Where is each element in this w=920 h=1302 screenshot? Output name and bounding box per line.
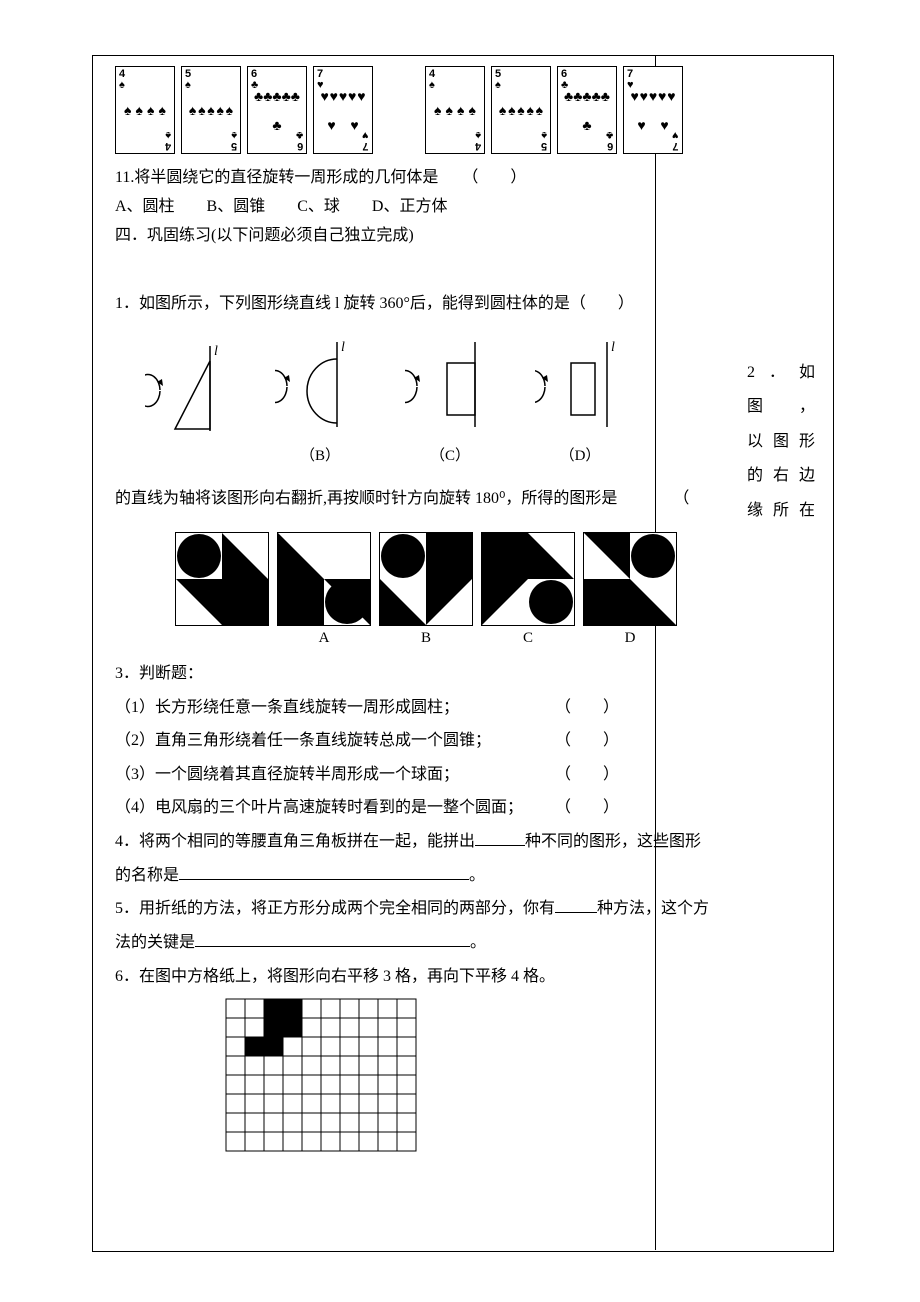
shape-label-b: B: [379, 630, 473, 647]
playing-card: 4♠♠♠♠♠4♠: [115, 66, 175, 154]
q6-text: 6．在图中方格纸上，将图形向右平移 3 格，再向下平移 4 格。: [115, 963, 805, 990]
rot-figure-d: l （D）: [535, 337, 625, 465]
card-gap: [381, 66, 417, 154]
shape-a: A: [277, 532, 371, 647]
rot-svg-d: l: [535, 337, 625, 437]
rot-figure-a: l: [145, 341, 235, 465]
playing-card: 5♠♠♠♠♠♠5♠: [181, 66, 241, 154]
playing-card: 4♠♠♠♠♠4♠: [425, 66, 485, 154]
blank: [179, 863, 469, 880]
shape-d: D: [583, 532, 677, 647]
playing-card: 7♥♥♥♥♥♥♥♥7♥: [313, 66, 373, 154]
blank: [555, 896, 597, 913]
rotation-figures-row: l l （B）: [145, 337, 805, 465]
blank: [475, 829, 525, 846]
card-group-left: 4♠♠♠♠♠4♠5♠♠♠♠♠♠5♠6♣♣♣♣♣♣♣6♣7♥♥♥♥♥♥♥♥7♥: [115, 66, 373, 154]
playing-card: 7♥♥♥♥♥♥♥♥7♥: [623, 66, 683, 154]
q11-options: A、圆柱 B、圆锥 C、球 D、正方体: [115, 193, 805, 220]
cards-row: 4♠♠♠♠♠4♠5♠♠♠♠♠♠5♠6♣♣♣♣♣♣♣6♣7♥♥♥♥♥♥♥♥7♥ 4…: [115, 66, 805, 154]
shape-label-a: A: [277, 630, 371, 647]
rot-label-d: （D）: [535, 444, 625, 465]
rot-svg-b: l: [275, 337, 365, 437]
shape-label-orig: [175, 630, 269, 647]
playing-card: 5♠♠♠♠♠♠5♠: [491, 66, 551, 154]
rot-label-a: [145, 448, 235, 465]
card-group-right: 4♠♠♠♠♠4♠5♠♠♠♠♠♠5♠6♣♣♣♣♣♣♣6♣7♥♥♥♥♥♥♥♥7♥: [425, 66, 683, 154]
shape-original: [175, 532, 269, 647]
q3-item: （2）直角三角形绕着任一条直线旋转总成一个圆锥；（ ）: [115, 724, 805, 758]
grid-figure: [225, 998, 805, 1157]
q11-text: 11.将半圆绕它的直径旋转一周形成的几何体是 （ ）: [115, 164, 805, 191]
q3-item: （1）长方形绕任意一条直线旋转一周形成圆柱；（ ）: [115, 691, 805, 725]
q4-line1: 4．将两个相同的等腰直角三角板拼在一起，能拼出种不同的图形，这些图形: [115, 825, 805, 859]
q1-text: 1．如图所示，下列图形绕直线 l 旋转 360°后，能得到圆柱体的是（ ）: [115, 290, 805, 317]
svg-text:l: l: [611, 340, 615, 355]
q2-cont: 的直线为轴将该图形向右翻折,再按顺时针方向旋转 180⁰，所得的图形是 （: [115, 485, 805, 512]
rot-svg-c: [405, 337, 495, 437]
q5-line1: 5．用折纸的方法，将正方形分成两个完全相同的两部分，你有种方法，这个方: [115, 892, 805, 926]
content-area: 4♠♠♠♠♠4♠5♠♠♠♠♠♠5♠6♣♣♣♣♣♣♣6♣7♥♥♥♥♥♥♥♥7♥ 4…: [115, 66, 805, 1157]
rot-label-c: （C）: [405, 444, 495, 465]
rot-figure-b: l （B）: [275, 337, 365, 465]
playing-card: 6♣♣♣♣♣♣♣6♣: [247, 66, 307, 154]
shape-c: C: [481, 532, 575, 647]
svg-text:l: l: [341, 340, 345, 355]
q5-line2: 法的关键是。: [115, 926, 805, 960]
shape-b: B: [379, 532, 473, 647]
section4-title: 四．巩固练习(以下问题必须自己独立完成): [115, 222, 805, 249]
q3-title: 3．判断题：: [115, 657, 805, 691]
axis-label-l: l: [214, 344, 218, 359]
shape-label-d: D: [583, 630, 677, 647]
q3-item: （3）一个圆绕着其直径旋转半周形成一个球面；（ ）: [115, 758, 805, 792]
shape-label-c: C: [481, 630, 575, 647]
q3-item: （4）电风扇的三个叶片高速旋转时看到的是一整个圆面；（ ）: [115, 791, 805, 825]
q4-line2: 的名称是。: [115, 859, 805, 893]
shape-row: A B: [175, 532, 805, 647]
blank: [195, 930, 470, 947]
rot-svg-a: l: [145, 341, 235, 441]
rot-figure-c: （C）: [405, 337, 495, 465]
page: 2．如图， 以 图 形 的 右 边 缘 所 在 4♠♠♠♠♠4♠5♠♠♠♠♠♠5…: [0, 0, 920, 1302]
grid-svg: [225, 998, 417, 1152]
playing-card: 6♣♣♣♣♣♣♣6♣: [557, 66, 617, 154]
q3-block: 3．判断题： （1）长方形绕任意一条直线旋转一周形成圆柱；（ ） （2）直角三角…: [115, 657, 805, 825]
rot-label-b: （B）: [275, 444, 365, 465]
